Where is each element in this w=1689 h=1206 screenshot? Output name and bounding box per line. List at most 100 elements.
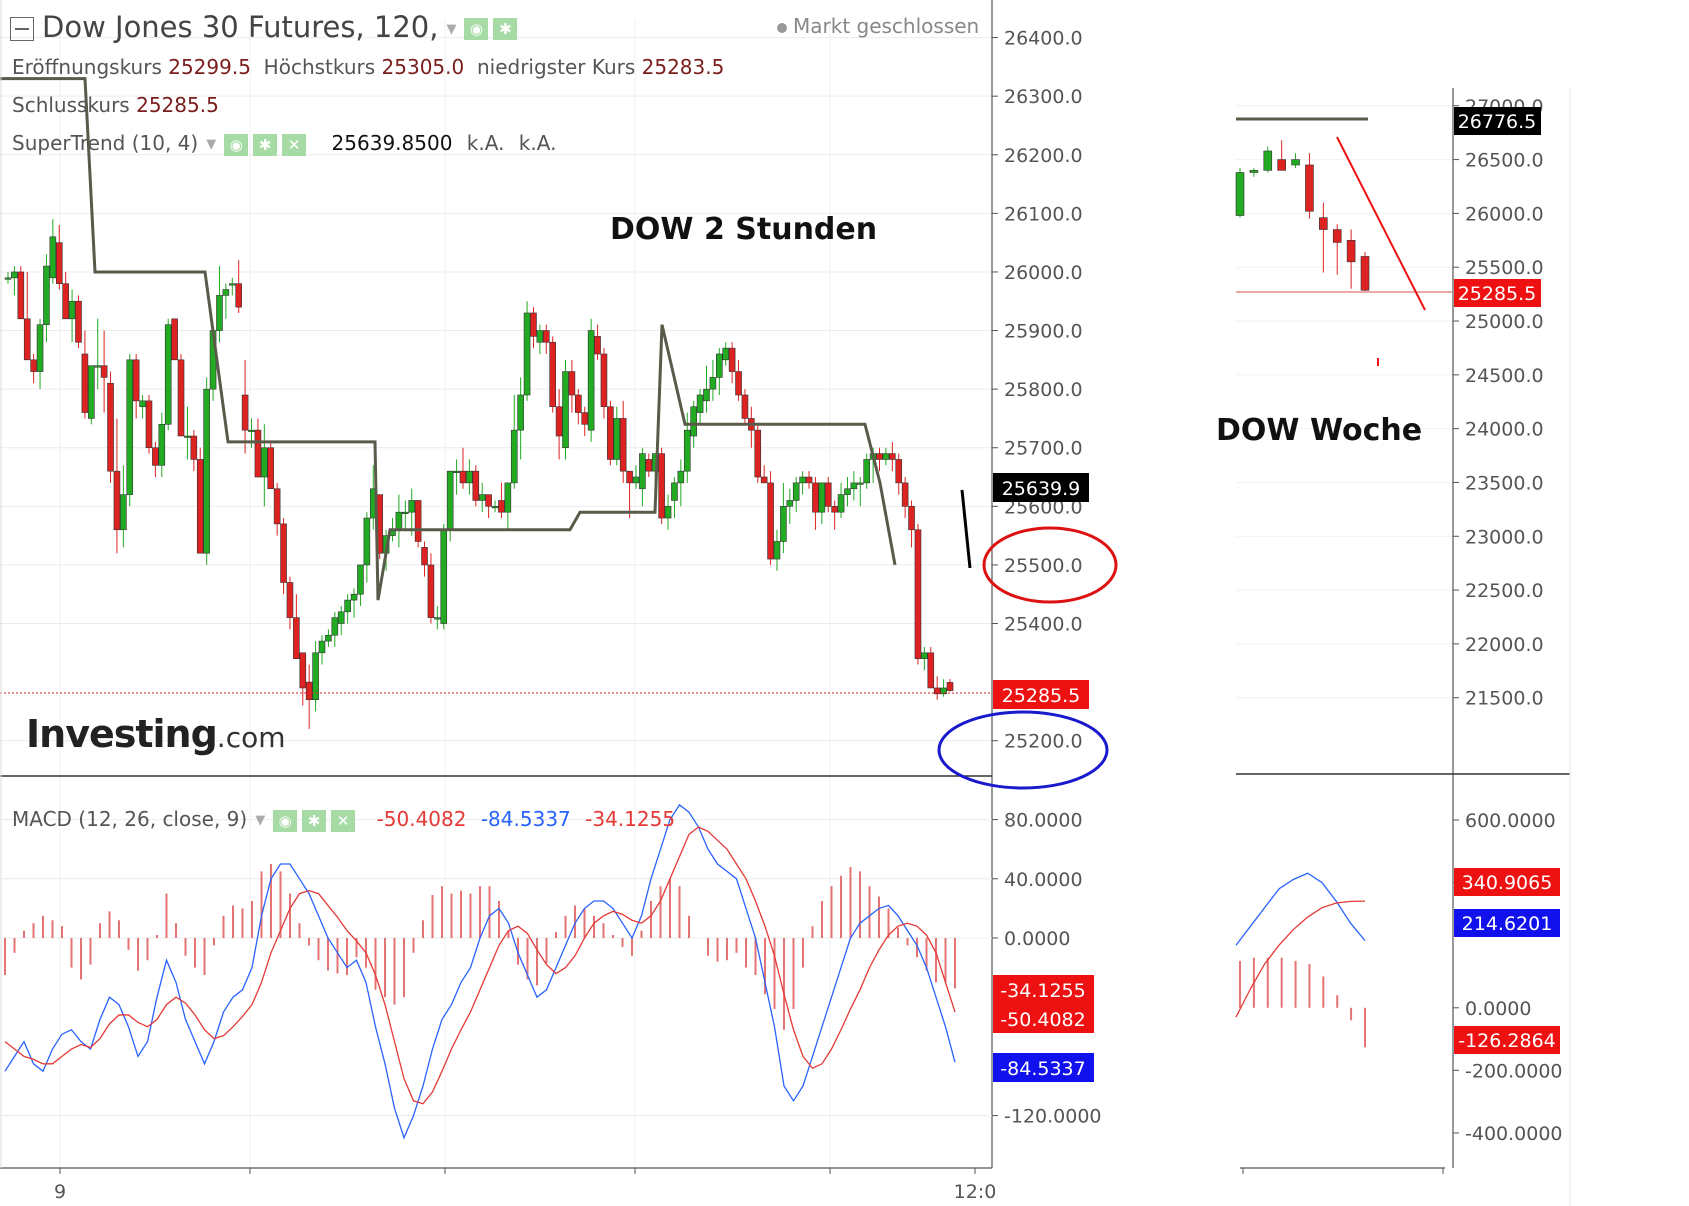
candle-body xyxy=(683,429,691,472)
trend-extension xyxy=(960,489,972,569)
y-tick-label: 26100.0 xyxy=(1004,203,1083,225)
candle-body xyxy=(812,482,819,513)
close-label: Schlusskurs xyxy=(12,93,130,117)
candle-body xyxy=(901,482,909,507)
candle-body xyxy=(792,482,800,501)
candle-body xyxy=(402,511,409,514)
candle-body xyxy=(100,365,108,378)
y-tick-label: 80.0000 xyxy=(1004,810,1083,832)
candle-body xyxy=(267,447,275,490)
candle-body xyxy=(363,517,371,566)
candle-body xyxy=(293,617,300,659)
candle-body xyxy=(286,582,294,618)
y-tick-label: 26000.0 xyxy=(1465,203,1544,225)
y-tick-label: 24500.0 xyxy=(1465,365,1544,387)
candle-body xyxy=(254,429,262,478)
candle-body xyxy=(216,295,223,331)
candle-body xyxy=(703,388,710,402)
candle-body xyxy=(196,459,204,554)
candle-body xyxy=(600,353,608,408)
candle-body xyxy=(312,652,319,700)
candle-body xyxy=(882,453,890,460)
close-icon[interactable]: ✕ xyxy=(331,809,356,832)
candle-body xyxy=(773,541,781,560)
y-tick-label: 25000.0 xyxy=(1465,311,1544,333)
candle-body xyxy=(17,271,25,320)
close-row: Schlusskurs 25285.5 xyxy=(12,93,219,117)
eye-icon[interactable]: ◉ xyxy=(224,133,249,156)
y-tick-label: 25500.0 xyxy=(1465,257,1544,279)
chevron-down-icon[interactable]: ▼ xyxy=(206,137,217,152)
weekly-high-tag: 26776.5 xyxy=(1454,107,1541,135)
candle-body xyxy=(498,500,505,513)
candle-body xyxy=(575,394,582,413)
weekly-candle-body xyxy=(1235,172,1245,216)
candle-body xyxy=(510,429,518,484)
candle-body xyxy=(235,283,242,308)
candle-body xyxy=(139,400,146,408)
candle-body xyxy=(914,529,922,659)
candle-body xyxy=(248,429,255,432)
candle-body xyxy=(664,506,672,519)
candle-body xyxy=(709,377,717,390)
collapse-icon[interactable] xyxy=(10,17,34,41)
supertrend-row: SuperTrend (10, 4) ▼ ◉ ✱ ✕ 25639.8500 k.A. k… xyxy=(12,131,556,156)
y-tick-label: -120.0000 xyxy=(1004,1106,1102,1128)
candle-body xyxy=(831,506,838,513)
market-status-text: Markt geschlossen xyxy=(793,14,980,38)
macd-tag-2: -50.4082 xyxy=(993,1004,1094,1033)
candle-body xyxy=(171,318,178,361)
weekly-macd-tag-1: 340.9065 xyxy=(1454,868,1560,896)
gear-icon[interactable]: ✱ xyxy=(302,809,327,832)
candle-body xyxy=(350,593,358,601)
candle-body xyxy=(299,652,307,689)
gear-icon[interactable]: ✱ xyxy=(253,133,278,156)
y-tick-label: 26000.0 xyxy=(1004,262,1083,284)
candle-body xyxy=(472,470,480,501)
macd-tag-2-text: -50.4082 xyxy=(1000,1009,1085,1031)
y-tick-label: 600.0000 xyxy=(1465,810,1556,832)
weekly-candle-body xyxy=(1249,170,1259,173)
y-tick-label: 25500.0 xyxy=(1004,555,1083,577)
candle-body xyxy=(786,500,794,507)
y-tick-label: -200.0000 xyxy=(1465,1060,1563,1082)
candle-body xyxy=(152,447,159,466)
y-tick-label: 26400.0 xyxy=(1004,28,1083,50)
logo-suffix: .com xyxy=(216,721,286,754)
chart-title-row: Dow Jones 30 Futures, 120, ▼ ◉ ✱ xyxy=(10,10,522,44)
chevron-down-icon[interactable]: ▼ xyxy=(255,813,266,828)
candle-body xyxy=(876,453,883,460)
candle-body xyxy=(184,435,191,438)
gear-icon[interactable]: ✱ xyxy=(493,18,518,40)
y-tick-label: 22500.0 xyxy=(1465,580,1544,602)
candle-body xyxy=(645,459,653,472)
macd-tag-1: -34.1255 xyxy=(993,975,1094,1004)
candle-body xyxy=(696,394,704,413)
y-tick-label: 25800.0 xyxy=(1004,379,1083,401)
macd-tag-3: -84.5337 xyxy=(993,1053,1094,1082)
candle-body xyxy=(427,564,435,618)
candle-body xyxy=(23,318,31,361)
close-icon[interactable]: ✕ xyxy=(282,133,307,156)
eye-icon[interactable]: ◉ xyxy=(464,18,489,40)
candle-body xyxy=(446,470,454,531)
supertrend-na-1: k.A. xyxy=(466,131,505,155)
y-tick-label: 25200.0 xyxy=(1004,731,1083,753)
candle-body xyxy=(190,435,198,460)
chevron-down-icon[interactable]: ▼ xyxy=(446,21,457,37)
candle-body xyxy=(767,482,774,560)
y-tick-label: 25900.0 xyxy=(1004,321,1083,343)
market-status: Markt geschlossen xyxy=(777,14,979,38)
weekly-macd-tag-2: 214.6201 xyxy=(1454,909,1560,937)
candle-body xyxy=(421,547,428,566)
weekly-macd-tag-1-text: 340.9065 xyxy=(1462,872,1553,894)
candle-body xyxy=(75,300,82,343)
x-tick-label: 12:0 xyxy=(954,1181,997,1203)
weekly-macd-tag-3-text: -126.2864 xyxy=(1458,1030,1556,1052)
candle-body xyxy=(908,506,915,531)
supertrend-label: SuperTrend (10, 4) xyxy=(12,131,199,155)
weekly-candle-body xyxy=(1277,159,1286,171)
weekly-macd-line xyxy=(1235,872,1366,946)
y-tick-label: 24000.0 xyxy=(1465,419,1544,441)
eye-icon[interactable]: ◉ xyxy=(273,809,298,832)
